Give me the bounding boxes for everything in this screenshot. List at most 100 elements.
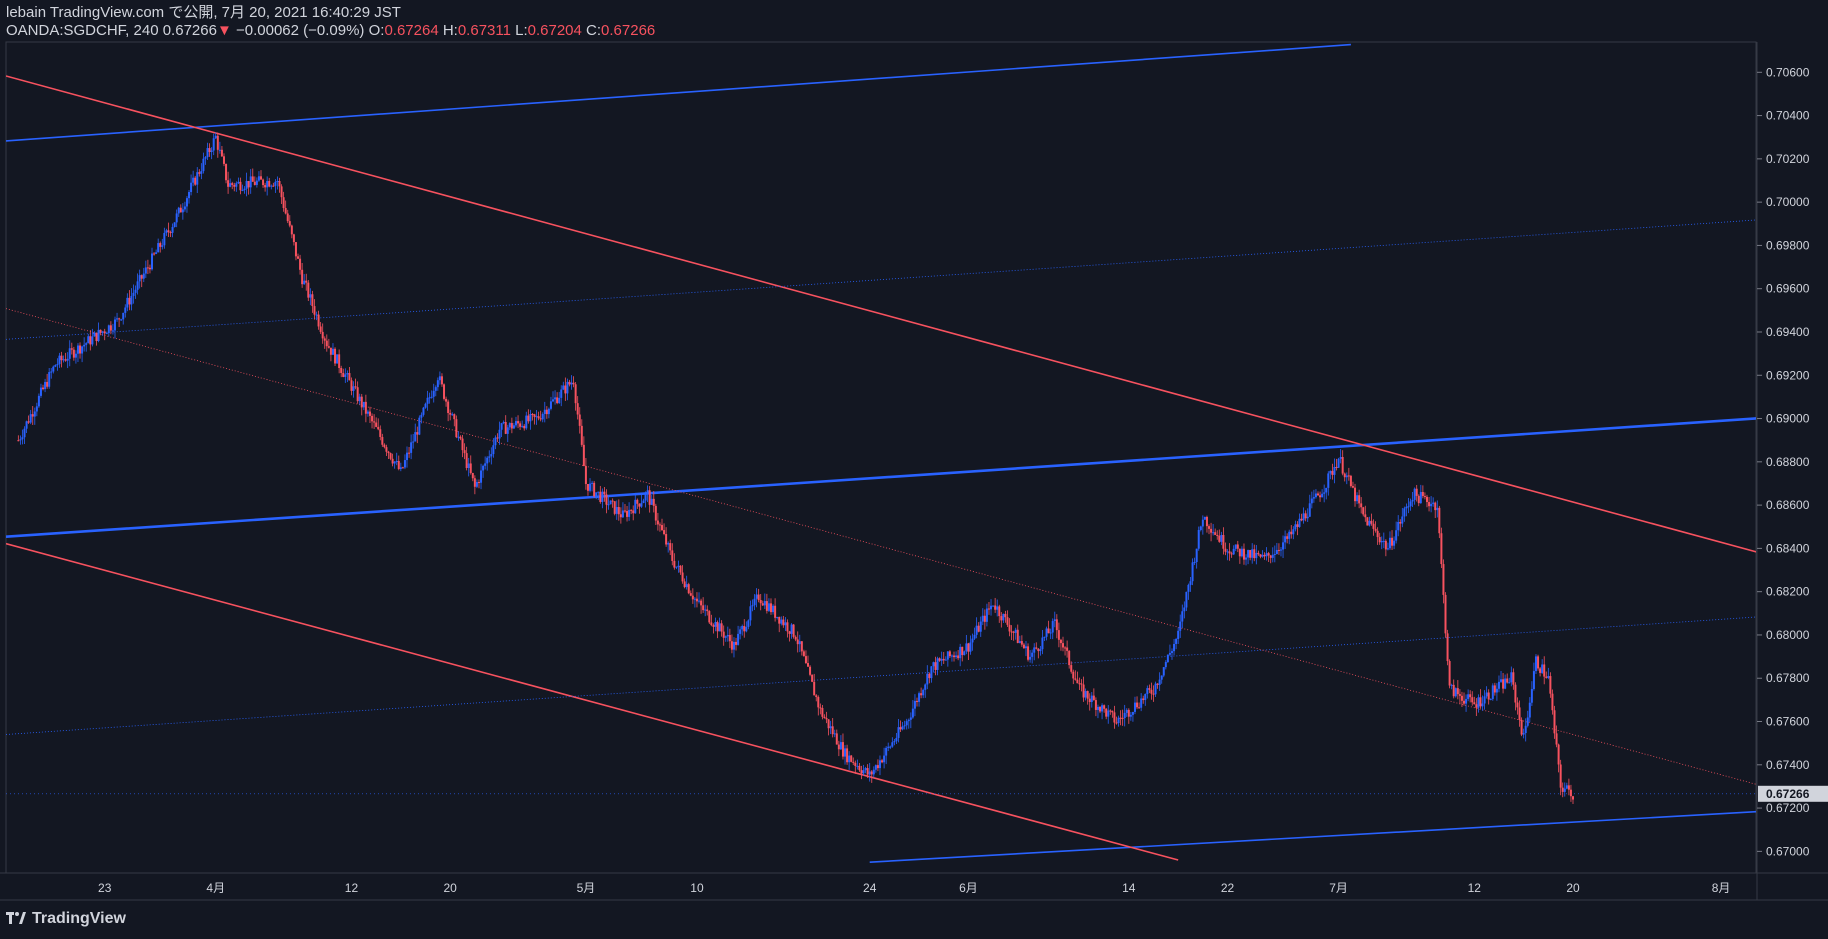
candle: [1193, 557, 1196, 566]
candle: [1516, 697, 1519, 715]
candle-body: [1047, 628, 1050, 634]
candle: [761, 600, 764, 606]
candle: [401, 466, 404, 469]
candle: [1148, 684, 1151, 694]
candle: [1222, 527, 1225, 555]
candle: [315, 311, 318, 321]
candle-body: [878, 760, 881, 769]
candle: [206, 142, 209, 161]
candle: [533, 413, 536, 425]
candle: [406, 446, 409, 468]
candle: [1325, 487, 1328, 500]
y-tick-label: 0.69000: [1766, 412, 1810, 426]
candle-body: [1146, 688, 1149, 695]
candle: [821, 705, 824, 720]
y-tick-label: 0.67000: [1766, 844, 1810, 858]
candle-body: [634, 499, 637, 514]
candle: [1064, 646, 1067, 656]
candle-body: [490, 454, 493, 457]
candle-body: [1388, 537, 1391, 549]
candle: [854, 760, 857, 774]
candle: [767, 598, 770, 613]
candle: [1514, 682, 1517, 711]
candle-body: [167, 230, 170, 233]
candle: [872, 766, 875, 778]
candle-body: [1105, 708, 1108, 717]
candle-body: [1520, 719, 1523, 735]
candle-body: [677, 565, 680, 567]
candle: [1142, 695, 1145, 704]
candle-body: [519, 423, 522, 427]
last-price-tag: 0.67266: [1758, 785, 1828, 802]
candle-body: [1117, 717, 1120, 723]
candle: [1041, 629, 1044, 655]
candle-body: [132, 292, 135, 296]
candle: [1349, 474, 1352, 488]
candle-body: [1323, 492, 1326, 494]
candle-body: [1364, 514, 1367, 518]
y-tick-label: 0.68800: [1766, 455, 1810, 469]
candle-body: [1500, 679, 1503, 682]
candle-body: [329, 347, 332, 355]
candle: [1405, 503, 1408, 517]
candle: [975, 617, 978, 639]
candle: [284, 200, 287, 215]
candle: [1099, 706, 1102, 714]
candle-body: [311, 294, 314, 307]
candle: [467, 457, 470, 477]
candle: [1481, 695, 1484, 711]
candle-body: [368, 411, 371, 416]
candle: [387, 450, 390, 460]
candle-body: [1121, 717, 1124, 719]
candle-body: [1504, 678, 1507, 689]
candle: [200, 163, 203, 180]
candle: [504, 415, 507, 435]
candle-body: [1014, 629, 1017, 633]
candle: [1528, 697, 1531, 723]
candle: [352, 381, 355, 398]
candle-body: [1310, 498, 1313, 504]
candle: [1109, 709, 1112, 715]
candle: [971, 633, 974, 651]
candle-body: [576, 403, 579, 415]
candle: [979, 616, 982, 637]
candle-body: [839, 742, 842, 750]
candle: [455, 415, 458, 439]
candle-body: [504, 422, 507, 434]
candle: [732, 637, 735, 658]
candle: [498, 421, 501, 445]
candle-body: [1423, 496, 1426, 498]
candle: [445, 396, 448, 407]
candle-body: [62, 359, 65, 361]
candle: [358, 393, 361, 405]
candle: [831, 718, 834, 738]
tradingview-logo[interactable]: TradingView: [6, 910, 126, 928]
candle-body: [486, 457, 489, 464]
candle-body: [185, 198, 188, 207]
candle: [1339, 449, 1342, 464]
candle: [1401, 507, 1404, 528]
candle: [321, 323, 324, 344]
candle-body: [854, 762, 857, 766]
candle-body: [33, 411, 36, 417]
candle: [169, 230, 172, 237]
candle: [804, 650, 807, 664]
candle: [126, 293, 129, 312]
candle-body: [825, 718, 828, 720]
y-tick-label: 0.68200: [1766, 585, 1810, 599]
candle-body: [541, 414, 544, 420]
candle: [1113, 705, 1116, 729]
candle: [303, 274, 306, 285]
candle: [278, 177, 281, 193]
candle: [753, 594, 756, 611]
candle: [813, 673, 816, 696]
candle: [1160, 675, 1163, 684]
candle-body: [1450, 684, 1453, 686]
candle-body: [745, 626, 748, 632]
candle-body: [1205, 516, 1208, 527]
candle-body: [1006, 617, 1009, 625]
candle-body: [87, 336, 90, 344]
candle: [1526, 710, 1529, 728]
candle: [895, 732, 898, 745]
